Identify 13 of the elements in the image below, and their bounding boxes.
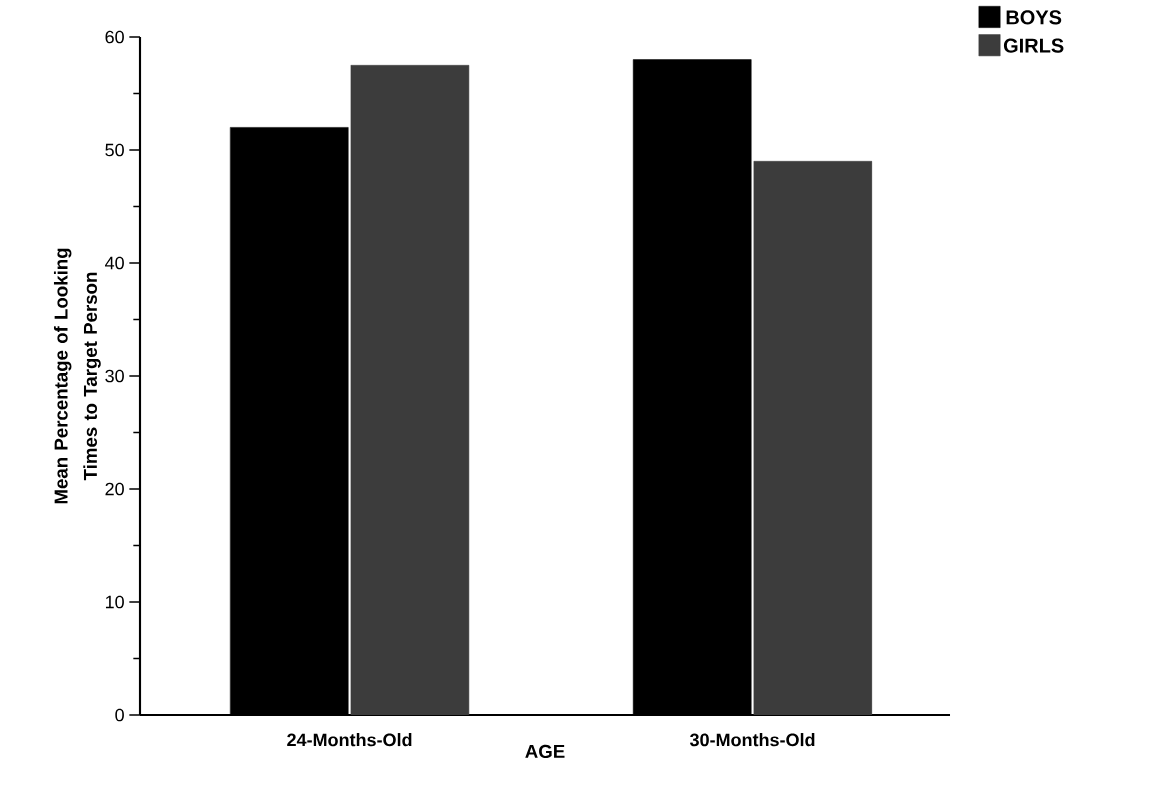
legend-label: GIRLS: [1003, 38, 1064, 53]
y-tick-label: 20: [105, 482, 124, 496]
y-tick-label: 60: [105, 30, 124, 44]
y-tick-label: 40: [105, 256, 124, 270]
x-tick-label: 30-Months-Old: [689, 733, 815, 747]
y-tick-label: 0: [115, 708, 124, 722]
y-tick-label: 50: [105, 143, 124, 157]
x-axis-title: AGE: [525, 744, 565, 758]
y-tick-label: 30: [105, 369, 124, 383]
y-tick-label: 10: [105, 595, 124, 609]
y-axis-title: Mean Percentage of Looking Times to Target Person: [53, 248, 101, 504]
x-tick-label: 24-Months-Old: [287, 733, 412, 747]
legend-label: BOYS: [1006, 10, 1062, 25]
